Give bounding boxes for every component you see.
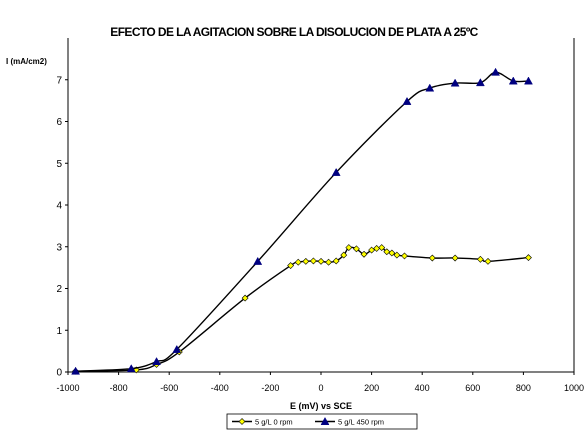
data-point bbox=[126, 364, 136, 373]
data-point bbox=[451, 254, 459, 262]
x-tick-label: 600 bbox=[465, 383, 480, 393]
y-tick-label: 2 bbox=[56, 284, 62, 295]
data-point bbox=[309, 257, 317, 265]
x-tick-label: -200 bbox=[261, 383, 279, 393]
data-point bbox=[508, 76, 518, 85]
data-point bbox=[524, 76, 533, 85]
data-point bbox=[302, 257, 310, 265]
data-point bbox=[525, 254, 532, 262]
data-point bbox=[332, 257, 340, 265]
data-point bbox=[253, 256, 263, 265]
data-point bbox=[383, 248, 391, 256]
data-point bbox=[345, 244, 353, 252]
legend-label: 5 g/L 0 rpm bbox=[255, 418, 293, 427]
data-point bbox=[450, 78, 460, 87]
data-point bbox=[287, 262, 295, 269]
series-line bbox=[75, 246, 529, 372]
data-point bbox=[331, 167, 341, 176]
data-point bbox=[388, 249, 396, 257]
data-point bbox=[475, 78, 485, 87]
data-point bbox=[402, 96, 412, 105]
data-point bbox=[241, 294, 249, 302]
data-point bbox=[317, 257, 325, 265]
y-tick-label: 6 bbox=[56, 117, 62, 128]
data-point bbox=[401, 252, 408, 260]
series-line bbox=[75, 71, 529, 372]
series-0-rpm bbox=[72, 244, 532, 375]
data-point bbox=[172, 344, 182, 353]
y-tick-label: 1 bbox=[56, 326, 62, 337]
y-tick-label: 5 bbox=[56, 159, 62, 170]
data-point bbox=[325, 258, 333, 266]
y-tick-label: 4 bbox=[56, 201, 62, 212]
y-axis: 0 1 2 3 4 5 6 7 bbox=[56, 75, 68, 379]
x-tick-label: 800 bbox=[516, 383, 531, 393]
x-tick-label: 400 bbox=[415, 383, 430, 393]
legend-label: 5 g/L 450 rpm bbox=[338, 418, 384, 427]
legend-marker bbox=[238, 418, 246, 425]
series-layer bbox=[71, 67, 533, 375]
legend-marker bbox=[320, 416, 330, 425]
data-point bbox=[491, 67, 500, 76]
data-point bbox=[378, 244, 386, 252]
x-axis-title: E (mV) vs SCE bbox=[290, 401, 352, 411]
y-axis-title: I (mA/cm2) bbox=[6, 57, 47, 66]
data-point bbox=[340, 251, 348, 259]
x-tick-label: 200 bbox=[364, 383, 379, 393]
data-point bbox=[484, 257, 492, 265]
chart-title: EFECTO DE LA AGITACION SOBRE LA DISOLUCI… bbox=[110, 25, 478, 39]
data-point bbox=[476, 255, 484, 263]
data-point bbox=[368, 246, 376, 254]
y-tick-label: 0 bbox=[56, 368, 62, 379]
data-point bbox=[393, 251, 401, 259]
data-point bbox=[71, 366, 81, 375]
x-tick-label: -600 bbox=[160, 383, 178, 393]
series-450-rpm bbox=[71, 67, 533, 375]
x-tick-label: -1000 bbox=[56, 383, 79, 393]
x-axis: -1000 -800 -600 -400 -200 0 200 400 600 800 1000 bbox=[56, 372, 584, 393]
plot-area bbox=[67, 38, 575, 373]
data-point bbox=[428, 254, 436, 262]
x-tick-label: -800 bbox=[110, 383, 128, 393]
data-point bbox=[360, 250, 368, 258]
x-tick-label: -400 bbox=[211, 383, 229, 393]
x-tick-label: 0 bbox=[318, 383, 323, 393]
data-point bbox=[425, 83, 435, 92]
data-point bbox=[294, 258, 302, 266]
y-tick-label: 3 bbox=[56, 242, 62, 253]
x-tick-label: 1000 bbox=[564, 383, 584, 393]
legend: 5 g/L 0 rpm 5 g/L 450 rpm bbox=[226, 413, 418, 430]
data-point bbox=[152, 357, 161, 366]
data-point bbox=[352, 245, 360, 253]
y-tick-label: 7 bbox=[56, 75, 62, 86]
